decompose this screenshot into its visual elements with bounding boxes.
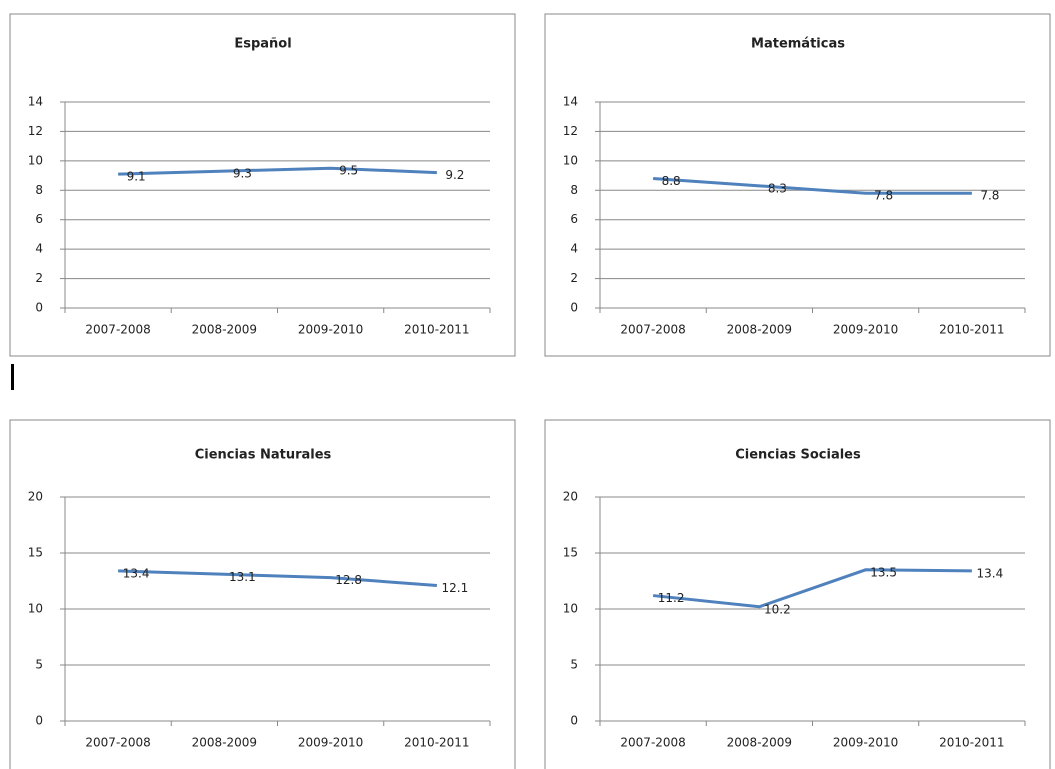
chart-title: Ciencias Naturales (195, 448, 332, 463)
x-tick-label: 2007-2008 (620, 323, 685, 337)
y-tick-label: 10 (563, 602, 578, 616)
data-line (653, 177, 972, 195)
data-label: 13.5 (870, 565, 897, 579)
x-tick-label: 2009-2010 (833, 323, 898, 337)
y-tick-label: 6 (35, 212, 43, 226)
data-line (118, 569, 437, 587)
data-label: 12.1 (442, 581, 469, 595)
y-tick-label: 2 (570, 271, 578, 285)
data-label: 10.2 (764, 602, 791, 616)
data-label: 7.8 (980, 189, 999, 203)
y-tick-label: 5 (570, 658, 578, 672)
chart-frame (9, 419, 516, 769)
data-label: 13.4 (123, 566, 150, 580)
data-label: 13.1 (229, 570, 256, 584)
x-tick-label: 2007-2008 (85, 736, 150, 750)
x-tick-label: 2008-2009 (192, 323, 257, 337)
x-tick-label: 2009-2010 (298, 323, 363, 337)
x-tick-label: 2007-2008 (85, 323, 150, 337)
x-tick-label: 2008-2009 (192, 736, 257, 750)
data-label: 8.3 (768, 181, 787, 195)
chart-title: Matemáticas (751, 37, 845, 52)
data-label: 9.2 (445, 168, 464, 182)
y-tick-label: 0 (570, 714, 578, 728)
data-label: 13.4 (977, 566, 1004, 580)
x-tick-label: 2010-2011 (404, 323, 469, 337)
x-tick-label: 2010-2011 (939, 323, 1004, 337)
y-tick-label: 20 (28, 490, 43, 504)
data-line (118, 166, 437, 176)
y-tick-label: 10 (28, 153, 43, 167)
text-cursor (11, 364, 14, 390)
y-tick-label: 4 (570, 242, 578, 256)
data-label: 9.5 (339, 164, 358, 178)
x-tick-label: 2009-2010 (298, 736, 363, 750)
chart-frame (544, 13, 1051, 357)
y-tick-label: 15 (563, 546, 578, 560)
chart-title: Español (234, 37, 291, 52)
y-tick-label: 14 (563, 95, 578, 109)
y-tick-label: 8 (570, 183, 578, 197)
data-label: 11.2 (658, 591, 685, 605)
chart-title: Ciencias Sociales (735, 448, 861, 463)
x-tick-label: 2007-2008 (620, 736, 685, 750)
x-tick-label: 2008-2009 (727, 736, 792, 750)
data-line (652, 568, 972, 609)
y-tick-label: 5 (35, 658, 43, 672)
x-tick-label: 2010-2011 (939, 736, 1004, 750)
y-tick-label: 10 (563, 153, 578, 167)
y-tick-label: 0 (570, 301, 578, 315)
y-tick-label: 12 (28, 124, 43, 138)
y-tick-label: 0 (35, 301, 43, 315)
y-tick-label: 12 (563, 124, 578, 138)
data-label: 8.8 (662, 174, 681, 188)
y-tick-label: 10 (28, 602, 43, 616)
x-tick-label: 2008-2009 (727, 323, 792, 337)
y-tick-label: 20 (563, 490, 578, 504)
y-tick-label: 15 (28, 546, 43, 560)
x-tick-label: 2009-2010 (833, 736, 898, 750)
chart-frame (9, 13, 516, 357)
data-label: 12.8 (335, 573, 362, 587)
y-tick-label: 8 (35, 183, 43, 197)
x-tick-label: 2010-2011 (404, 736, 469, 750)
data-label: 9.3 (233, 167, 252, 181)
y-tick-label: 0 (35, 714, 43, 728)
y-tick-label: 14 (28, 95, 43, 109)
y-tick-label: 2 (35, 271, 43, 285)
y-tick-label: 4 (35, 242, 43, 256)
y-tick-label: 6 (570, 212, 578, 226)
data-label: 9.1 (127, 170, 146, 184)
data-label: 7.8 (874, 189, 893, 203)
